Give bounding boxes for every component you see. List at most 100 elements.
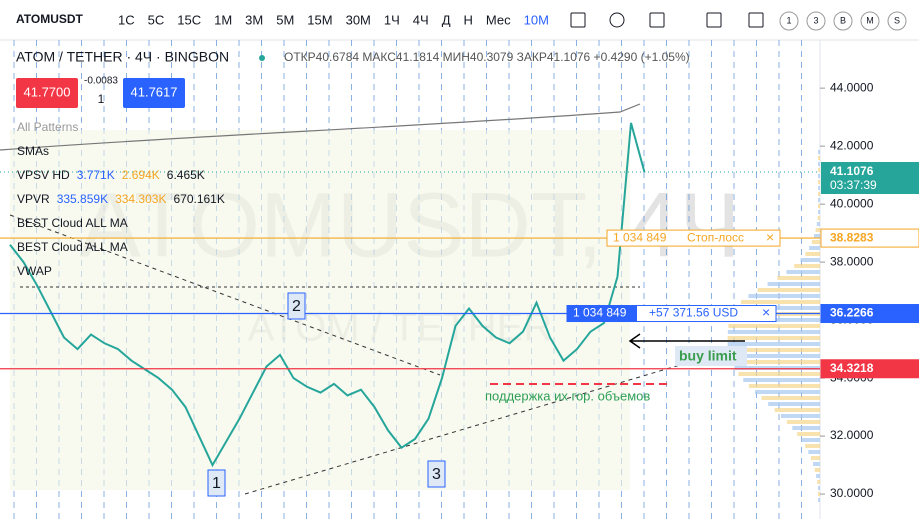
level-tag xyxy=(820,359,919,379)
indicator[interactable]: BEST Cloud ALL MA xyxy=(17,240,128,254)
order-close[interactable]: × xyxy=(766,229,774,245)
interval[interactable]: Д xyxy=(442,12,451,27)
interval[interactable]: 5С xyxy=(148,12,165,27)
interval[interactable]: 1М xyxy=(214,12,232,27)
buy[interactable]: 41.7617 xyxy=(131,84,178,99)
volume-profile xyxy=(740,300,820,304)
toolbar-icon[interactable] xyxy=(706,12,722,28)
volume-profile xyxy=(800,258,820,262)
volume-profile xyxy=(808,450,820,454)
volume-profile xyxy=(818,180,820,184)
status-dot xyxy=(259,55,265,61)
volume-profile xyxy=(774,408,820,412)
symbol[interactable]: ATOMUSDT xyxy=(16,12,84,26)
qty: 1 xyxy=(98,92,105,106)
y-tick-label: 30.0000 xyxy=(830,486,874,500)
range-circle[interactable] xyxy=(779,11,799,31)
volume-profile xyxy=(818,156,820,160)
interval[interactable]: 1С xyxy=(118,12,135,27)
interval[interactable]: 15С xyxy=(177,12,201,27)
volume-profile xyxy=(767,282,820,286)
order-close[interactable]: × xyxy=(762,304,770,320)
volume-profile xyxy=(734,366,820,370)
indicator: 670.161K xyxy=(173,192,224,206)
level-tag xyxy=(820,304,919,324)
interval[interactable]: 4Ч xyxy=(413,12,429,27)
volume-profile xyxy=(818,168,820,172)
toolbar xyxy=(0,0,919,40)
volume-profile xyxy=(743,378,820,382)
indicator[interactable]: VPVR xyxy=(17,192,50,206)
volume-profile xyxy=(816,222,820,226)
interval[interactable]: 1Ч xyxy=(384,12,400,27)
volume-profile xyxy=(727,330,820,334)
level-label: 36.2266 xyxy=(830,306,874,320)
trend-up xyxy=(244,364,681,495)
volume-profile xyxy=(813,462,820,466)
range-btn[interactable]: B xyxy=(840,15,846,25)
y-tick-label: 32.0000 xyxy=(830,428,874,442)
indicator[interactable]: All Patterns xyxy=(17,120,78,134)
interval[interactable]: 15М xyxy=(307,12,332,27)
range-circle[interactable] xyxy=(887,11,907,31)
volume-profile xyxy=(816,474,820,478)
volume-profile xyxy=(811,240,820,244)
indicator: 3.771K xyxy=(77,168,115,182)
volume-profile xyxy=(786,270,820,274)
indicator[interactable]: BEST Cloud ALL MA xyxy=(17,216,128,230)
range-btn[interactable]: S xyxy=(894,15,900,25)
volume-profile xyxy=(780,414,820,418)
range[interactable]: 10М xyxy=(524,12,549,27)
range-btn[interactable]: M xyxy=(866,15,874,25)
toolbar-icon[interactable] xyxy=(609,12,625,28)
wave-box xyxy=(207,469,226,497)
order-qty-bg xyxy=(567,305,637,322)
volume-profile xyxy=(738,372,820,376)
indicator[interactable]: SMAs xyxy=(17,144,49,158)
sell[interactable]: 41.7700 xyxy=(24,84,71,99)
volume-profile xyxy=(818,162,820,166)
range-circle[interactable] xyxy=(806,11,826,31)
toolbar-icon[interactable] xyxy=(649,12,665,28)
interval[interactable]: Мес xyxy=(486,12,511,27)
volume-profile xyxy=(748,294,820,298)
volume-profile xyxy=(817,486,820,490)
buy-bg xyxy=(675,346,747,366)
interval[interactable]: 30М xyxy=(346,12,371,27)
toolbar-icon[interactable] xyxy=(748,12,764,28)
interval[interactable]: 5М xyxy=(276,12,294,27)
cloud xyxy=(10,130,630,490)
order-text: +57 371.56 USD xyxy=(649,306,738,320)
interval[interactable]: Н xyxy=(464,12,473,27)
buy-btn[interactable] xyxy=(123,78,185,108)
range-circle[interactable] xyxy=(833,11,853,31)
volume-profile xyxy=(792,426,820,430)
range-btn[interactable]: 1 xyxy=(786,15,791,25)
volume-profile xyxy=(731,360,820,364)
sell-btn[interactable] xyxy=(16,78,78,108)
wave-box xyxy=(287,292,306,320)
order-qty: 1 034 849 xyxy=(573,306,627,320)
volume-profile xyxy=(757,288,820,292)
range-btn[interactable]: 3 xyxy=(813,15,818,25)
volume-profile xyxy=(817,216,820,220)
indicator[interactable]: VWAP xyxy=(17,264,52,278)
indicator[interactable]: VPSV HD xyxy=(17,168,70,182)
volume-profile xyxy=(818,498,820,502)
volume-profile xyxy=(748,384,820,388)
buy-label: buy limit xyxy=(679,348,737,364)
interval[interactable]: 3М xyxy=(245,12,263,27)
y-tick-label: 44.0000 xyxy=(830,80,874,94)
volume-profile xyxy=(815,228,820,232)
wave-box xyxy=(427,460,446,488)
volume-profile xyxy=(818,186,820,190)
toolbar-icon[interactable] xyxy=(570,12,586,28)
y-tick-label: 38.0000 xyxy=(830,254,874,268)
volume-profile xyxy=(818,210,820,214)
wave-label: 2 xyxy=(292,298,301,315)
range-circle[interactable] xyxy=(860,11,880,31)
volume-profile xyxy=(814,234,820,238)
volume-profile xyxy=(728,348,820,352)
volume-profile xyxy=(817,480,820,484)
